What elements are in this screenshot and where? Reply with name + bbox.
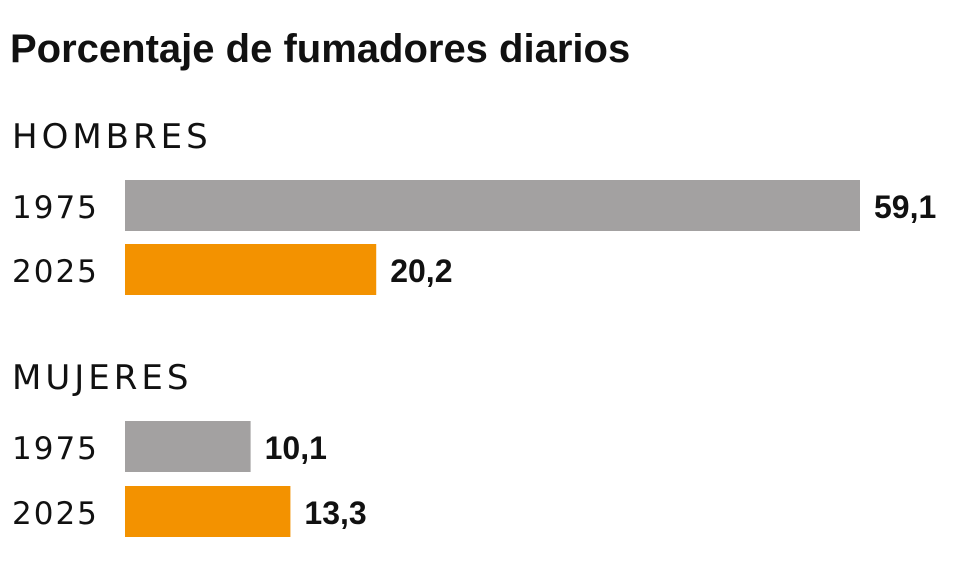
year-label: 1975 [12, 190, 99, 226]
data-label: 10,1 [265, 430, 327, 466]
group-label-mujeres: MUJERES [12, 358, 192, 398]
bar-mujeres-1975 [125, 421, 251, 472]
data-label: 59,1 [874, 189, 936, 225]
bar-hombres-2025 [125, 244, 377, 295]
year-label: 2025 [12, 496, 99, 532]
year-label: 2025 [12, 254, 99, 290]
bar-mujeres-2025 [125, 486, 291, 537]
bar-hombres-1975 [125, 180, 860, 231]
data-label: 13,3 [304, 495, 366, 531]
chart-title: Porcentaje de fumadores diarios [10, 27, 630, 71]
year-label: 1975 [12, 431, 99, 467]
group-label-hombres: HOMBRES [12, 117, 212, 157]
data-label: 20,2 [390, 253, 452, 289]
